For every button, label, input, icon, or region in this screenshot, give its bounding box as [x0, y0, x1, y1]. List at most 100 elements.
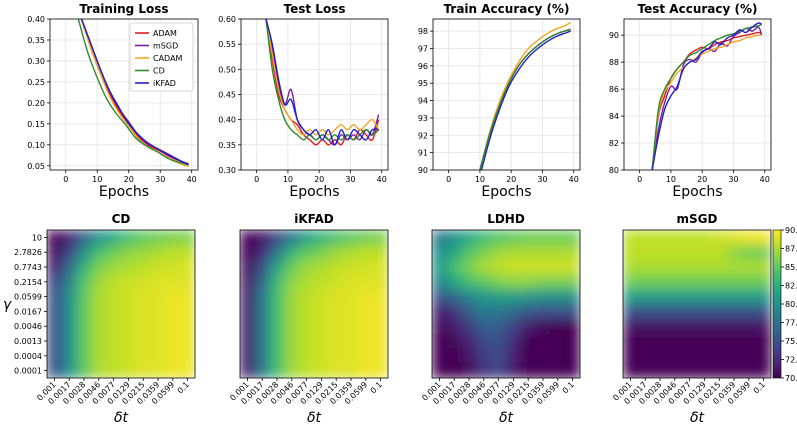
x-tick-label: 0 [446, 175, 451, 184]
heatmap-cell [254, 289, 271, 305]
heatmap-cell [565, 318, 580, 335]
series-group [479, 21, 571, 170]
heatmap-cell [47, 259, 63, 275]
heatmap-cell [328, 304, 345, 320]
chart-title: Test Accuracy (%) [638, 2, 758, 16]
heatmap-cell [135, 333, 152, 349]
x-tick-label: 20 [506, 175, 516, 184]
heatmap-cell [61, 259, 78, 275]
heatmap-frame [46, 229, 196, 379]
heatmap-cell [535, 230, 551, 246]
heatmap-cell [550, 304, 566, 320]
y-tick-label: 0.50 [218, 65, 236, 74]
series-line-cadam [651, 34, 762, 170]
heatmap-cell [121, 230, 137, 246]
heatmap-cell [520, 333, 537, 349]
x-tick-label: 10 [283, 175, 293, 184]
heatmap-cell [565, 274, 580, 290]
heatmap-cell [150, 289, 166, 305]
heatmap-cell [506, 244, 522, 261]
heatmap-cell [711, 304, 728, 320]
heatmap-cell [506, 259, 522, 275]
heatmap-cell [476, 289, 492, 305]
heatmap-cell [461, 274, 477, 290]
heatmap-cell [491, 230, 507, 246]
heatmap-cell [535, 363, 551, 378]
series-line-ikfad [265, 19, 379, 146]
heatmap-cell [61, 304, 78, 320]
heatmap-cell [506, 318, 522, 335]
heatmap-cell [741, 348, 757, 364]
heatmap-cells [240, 230, 388, 378]
heatmap-cell [121, 259, 137, 275]
heatmap-cell [150, 333, 166, 349]
heatmap-cells [47, 230, 195, 378]
heatmap-cell [180, 230, 195, 246]
heatmap-cell [76, 348, 92, 364]
heatmap-cell [254, 363, 271, 378]
x-axis-label: δt [114, 410, 129, 426]
heatmap-cell [135, 363, 152, 378]
heatmap-cell [697, 348, 713, 364]
heatmap-cell [106, 304, 122, 320]
heatmap-cell [269, 274, 285, 290]
x-tick-label: 0 [637, 175, 642, 184]
y-tick-label: 96 [418, 62, 428, 71]
heatmap-cell [623, 274, 639, 290]
heatmap-cell [756, 244, 771, 261]
heatmap-cell [284, 289, 300, 305]
y-tick-label: 0.0599 [14, 293, 42, 302]
heatmap-cell [741, 333, 757, 349]
heatmap-cell [476, 333, 492, 349]
heatmap-cell [121, 274, 137, 290]
heatmap-cell [328, 259, 345, 275]
series-line-cd [479, 28, 571, 170]
heatmap-cell [726, 289, 742, 305]
heatmap-cell [328, 318, 345, 335]
heatmap-cell [756, 304, 771, 320]
colorbar-tick-label: 87.5 [785, 245, 797, 254]
heatmap-cell [314, 274, 330, 290]
colorbar-tick-label: 90.0 [785, 226, 797, 235]
heatmap-cell [91, 304, 107, 320]
heatmap-cell [535, 348, 551, 364]
heatmap-cell [711, 318, 728, 335]
heatmap-cell [756, 318, 771, 335]
y-tick-label: 0.25 [27, 78, 45, 87]
heatmap-cell [711, 230, 728, 246]
y-tick-label: 90 [609, 31, 619, 40]
heatmap-cell [299, 318, 315, 335]
plot-frame [432, 18, 581, 171]
heatmap-cell [535, 244, 551, 261]
heatmap-cell [150, 259, 166, 275]
heatmap-cell [76, 318, 92, 335]
heatmap-cell [76, 304, 92, 320]
heatmap-cell [756, 289, 771, 305]
heatmap-cell [91, 363, 107, 378]
heatmap-cell [91, 289, 107, 305]
heatmap-cell [461, 304, 477, 320]
colorbar-tick-label: 77.5 [785, 319, 797, 328]
line-panel-2: 0 10 20 30 40 90 91 92 93 94 95 96 97 98 Train Accurac… [418, 2, 581, 200]
heatmap-cell [446, 348, 463, 364]
series-group [651, 22, 763, 170]
series-line-cadam [265, 19, 380, 136]
heatmap-cell [328, 333, 345, 349]
x-tick-label: 30 [345, 175, 355, 184]
heatmap-cell [150, 274, 166, 290]
x-axis-label: δt [307, 410, 322, 426]
heatmap-cell [328, 363, 345, 378]
heatmap-cell [106, 318, 122, 335]
heatmap-cell [565, 348, 580, 364]
heatmap-cell [667, 363, 683, 378]
heatmap-cell [697, 363, 713, 378]
series-line-msgd [651, 26, 763, 170]
heatmap-cell [373, 333, 388, 349]
x-tick-label: 30 [155, 175, 165, 184]
y-tick-label: 2.7826 [14, 248, 42, 257]
heatmap-cell [550, 230, 566, 246]
heatmap-cell [299, 333, 315, 349]
heatmap-cell [637, 318, 654, 335]
heatmap-cell [254, 274, 271, 290]
heatmap-cell [106, 348, 122, 364]
